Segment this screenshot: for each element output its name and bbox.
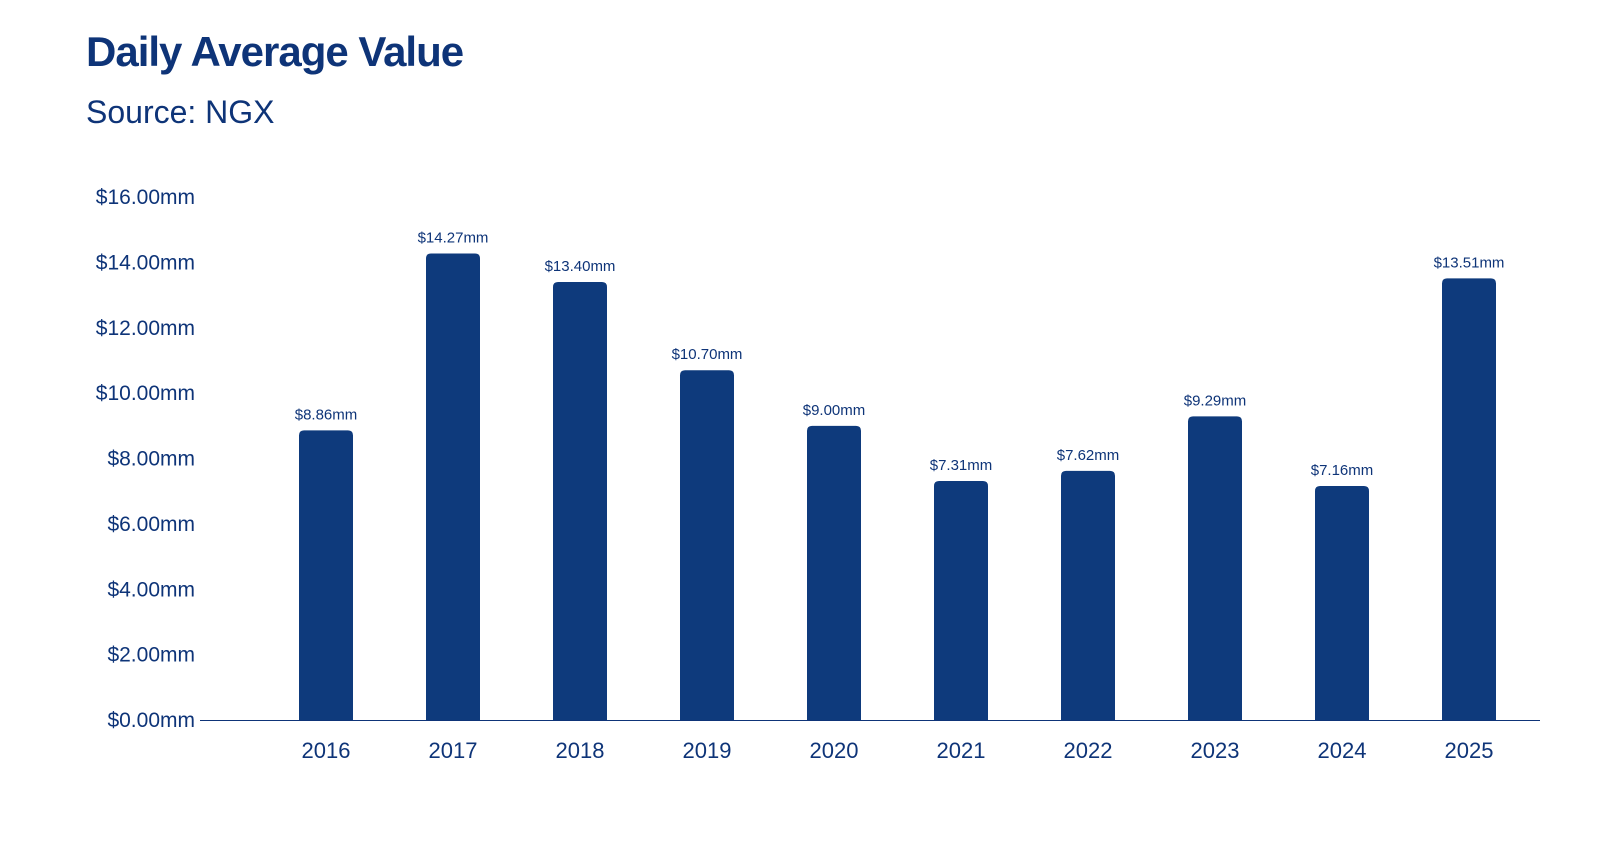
x-tick-label-2018: 2018 [556,738,605,763]
x-tick-label-2019: 2019 [683,738,732,763]
y-tick-label: $12.00mm [96,317,195,340]
bar-2016 [299,430,353,720]
data-label-2018: $13.40mm [545,258,616,275]
y-tick-label: $0.00mm [107,709,195,732]
bar-2024 [1315,485,1369,720]
x-tick-label-2023: 2023 [1191,738,1240,763]
x-axis-ticks: 2016 2017 2018 2019 2020 2021 2022 2023 2024 2025 [302,738,1494,763]
x-tick-label-2024: 2024 [1318,738,1367,763]
data-label-2022: $7.62mm [1057,447,1120,464]
data-label-2016: $8.86mm [295,406,358,423]
bar-2023 [1188,416,1242,720]
y-tick-label: $6.00mm [107,513,195,536]
data-label-2023: $9.29mm [1184,392,1247,409]
y-tick-label: $8.00mm [107,448,195,471]
bar-2022 [1061,470,1115,720]
x-tick-label-2025: 2025 [1445,738,1494,763]
y-tick-label: $10.00mm [96,382,195,405]
x-tick-label-2022: 2022 [1064,738,1113,763]
x-tick-label-2016: 2016 [302,738,351,763]
data-label-2020: $9.00mm [803,402,866,419]
y-tick-label: $2.00mm [107,644,195,667]
data-labels: $8.86mm $14.27mm $13.40mm $10.70mm $9.00mm $7… [295,230,1505,479]
bar-2020 [807,425,861,720]
bar-2019 [680,370,734,720]
y-tick-label: $16.00mm [96,186,195,209]
bar-2017 [426,253,480,720]
data-label-2024: $7.16mm [1311,462,1374,479]
data-label-2017: $14.27mm [418,230,489,247]
chart-title: Daily Average Value [86,28,464,75]
chart-subtitle: Source: NGX [86,94,275,130]
x-tick-label-2021: 2021 [937,738,986,763]
y-tick-label: $14.00mm [96,251,195,274]
bars [299,253,1496,720]
y-tick-label: $4.00mm [107,578,195,601]
bar-2021 [934,481,988,720]
y-axis-ticks: $0.00mm $2.00mm $4.00mm $6.00mm $8.00mm $10.0… [96,186,195,732]
x-tick-label-2017: 2017 [429,738,478,763]
bar-2018 [553,281,607,720]
data-label-2025: $13.51mm [1434,254,1505,271]
bar-2025 [1442,278,1496,720]
x-tick-label-2020: 2020 [810,738,859,763]
data-label-2021: $7.31mm [930,457,993,474]
data-label-2019: $10.70mm [672,346,743,363]
